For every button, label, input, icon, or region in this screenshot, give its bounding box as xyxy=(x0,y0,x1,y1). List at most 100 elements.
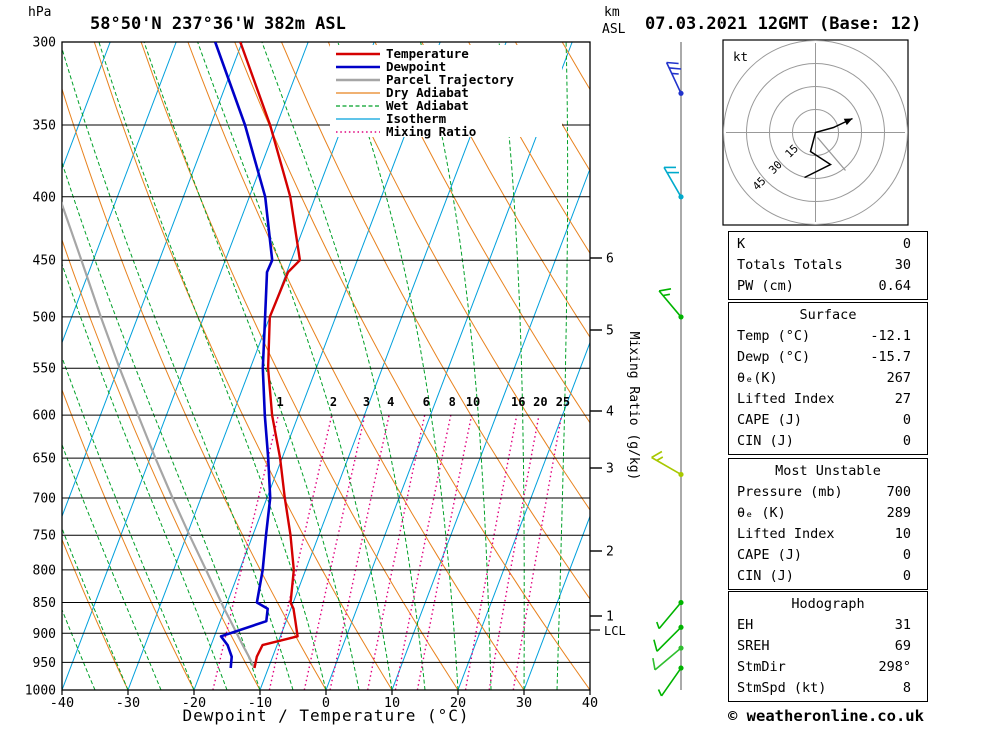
stat-label: CAPE (J) xyxy=(737,412,803,428)
tick-label: 850 xyxy=(33,596,56,611)
dewpoint-curve xyxy=(213,42,274,669)
hodograph-unit-label: kt xyxy=(733,49,748,64)
panel-title: Hodograph xyxy=(791,596,865,612)
stat-row: Lifted Index 27 xyxy=(729,389,927,410)
stats-panel-surface: Surface Temp (°C) -12.1 Dewp (°C) -15.7 θₑ(K)… xyxy=(728,302,928,455)
tick-label: 20 xyxy=(450,695,466,711)
legend-entry: Dry Adiabat xyxy=(336,85,469,100)
legend-entry: Mixing Ratio xyxy=(336,124,476,139)
copyright-text: © weatheronline.co.uk xyxy=(728,707,925,725)
wind-barb xyxy=(656,599,684,630)
stat-row: CAPE (J) 0 xyxy=(729,410,927,431)
tick-label: 40 xyxy=(582,695,598,711)
tick-label: Wet Adiabat xyxy=(386,98,469,113)
tick-label: 3 xyxy=(363,395,370,409)
wind-barb xyxy=(658,288,684,320)
tick-label: -20 xyxy=(182,695,206,711)
stat-label: Totals Totals xyxy=(737,257,843,273)
stat-row: Pressure (mb) 700 xyxy=(729,482,927,503)
wind-barb xyxy=(653,624,684,652)
tick-label: 16 xyxy=(511,395,525,409)
tick-label: 750 xyxy=(33,529,56,544)
static-chart-lab: hPa 58°50'N 237°36'W 382m ASL km ASL 07.… xyxy=(28,5,925,725)
hodograph-ring xyxy=(769,86,862,179)
isotherm-lines xyxy=(62,42,590,690)
hodograph-ring xyxy=(723,40,908,225)
stat-value: 298° xyxy=(878,659,911,675)
tick-label: 1000 xyxy=(25,684,56,699)
lcl-label: LCL xyxy=(604,624,626,638)
legend-entry: Parcel Trajectory xyxy=(336,72,514,87)
legend-entry: Wet Adiabat xyxy=(336,98,469,113)
tick-label: 0 xyxy=(322,695,330,711)
stats-panel-most-unstable: Most Unstable Pressure (mb) 700 θₑ (K) 289 Li… xyxy=(728,458,928,590)
stat-label: EH xyxy=(737,617,754,633)
wind-barb xyxy=(663,166,684,200)
stat-row: Totals Totals 30 xyxy=(729,255,927,276)
tick-label: Mixing Ratio xyxy=(386,124,476,139)
tick-label: 300 xyxy=(33,36,56,51)
axis-tick-labels: 3003504004505005506006507007508008509009… xyxy=(25,36,614,712)
stat-label: θₑ(K) xyxy=(737,370,778,386)
tick-label: 350 xyxy=(33,118,56,133)
tick-label: 20 xyxy=(533,395,547,409)
tick-label: 10 xyxy=(466,395,480,409)
tick-label: 600 xyxy=(33,409,56,424)
stat-value: 0 xyxy=(902,236,911,252)
stat-value: 267 xyxy=(886,370,911,386)
stats-panel-hodograph: Hodograph EH 31 SREH 69 StmDir 298° StmSpd (kt)… xyxy=(728,591,928,702)
stat-row: Lifted Index 10 xyxy=(729,524,927,545)
stat-value: -12.1 xyxy=(870,328,911,344)
panel-title: Surface xyxy=(799,307,857,323)
stat-row: CIN (J) 0 xyxy=(729,566,927,587)
stat-label: Temp (°C) xyxy=(737,328,811,344)
stat-label: CIN (J) xyxy=(737,568,794,584)
legend-entry: Isotherm xyxy=(336,111,447,126)
tick-label: -40 xyxy=(50,695,74,711)
wind-barb xyxy=(657,665,684,697)
stat-value: 31 xyxy=(894,617,911,633)
tick-label: 550 xyxy=(33,362,56,377)
wind-barb xyxy=(652,645,684,671)
tick-label: 500 xyxy=(33,310,56,325)
wind-barb xyxy=(651,450,684,478)
tick-label: 1 xyxy=(606,610,614,625)
stat-value: 0 xyxy=(902,433,911,449)
mixing-ratio-axis-label: Mixing Ratio (g/kg) xyxy=(626,332,641,481)
tick-label: 2 xyxy=(606,545,614,560)
stat-row: EH 31 xyxy=(729,615,927,636)
stat-label: Lifted Index xyxy=(737,391,835,407)
stat-label: PW (cm) xyxy=(737,278,794,294)
stat-label: CAPE (J) xyxy=(737,547,803,563)
tick-label: Isotherm xyxy=(386,111,447,126)
tick-label: Temperature xyxy=(386,46,469,61)
stat-value: 10 xyxy=(894,526,911,542)
stat-value: 0.64 xyxy=(878,278,911,294)
tick-label: 4 xyxy=(606,405,614,420)
stat-value: 700 xyxy=(886,484,911,500)
stat-row: PW (cm) 0.64 xyxy=(729,276,927,297)
stat-label: StmDir xyxy=(737,659,786,675)
altitude-unit-km-label: km xyxy=(604,5,620,20)
tick-label: 8 xyxy=(449,395,456,409)
tick-label: -10 xyxy=(248,695,272,711)
datetime-title: 07.03.2021 12GMT (Base: 12) xyxy=(645,14,921,34)
tick-label: 30 xyxy=(516,695,532,711)
legend-entry: Dewpoint xyxy=(336,59,446,74)
tick-label: 6 xyxy=(423,395,430,409)
stat-value: 69 xyxy=(894,638,911,654)
tick-label: 650 xyxy=(33,452,56,467)
stats-panel-indices: K 0 Totals Totals 30 PW (cm) 0.64 xyxy=(728,231,928,300)
stat-value: 289 xyxy=(886,505,911,521)
tick-label: 700 xyxy=(33,492,56,507)
stat-label: CIN (J) xyxy=(737,433,794,449)
hodograph-ring xyxy=(746,63,885,202)
tick-label: 950 xyxy=(33,656,56,671)
tick-label: Dewpoint xyxy=(386,59,446,74)
stat-row: CIN (J) 0 xyxy=(729,431,927,452)
